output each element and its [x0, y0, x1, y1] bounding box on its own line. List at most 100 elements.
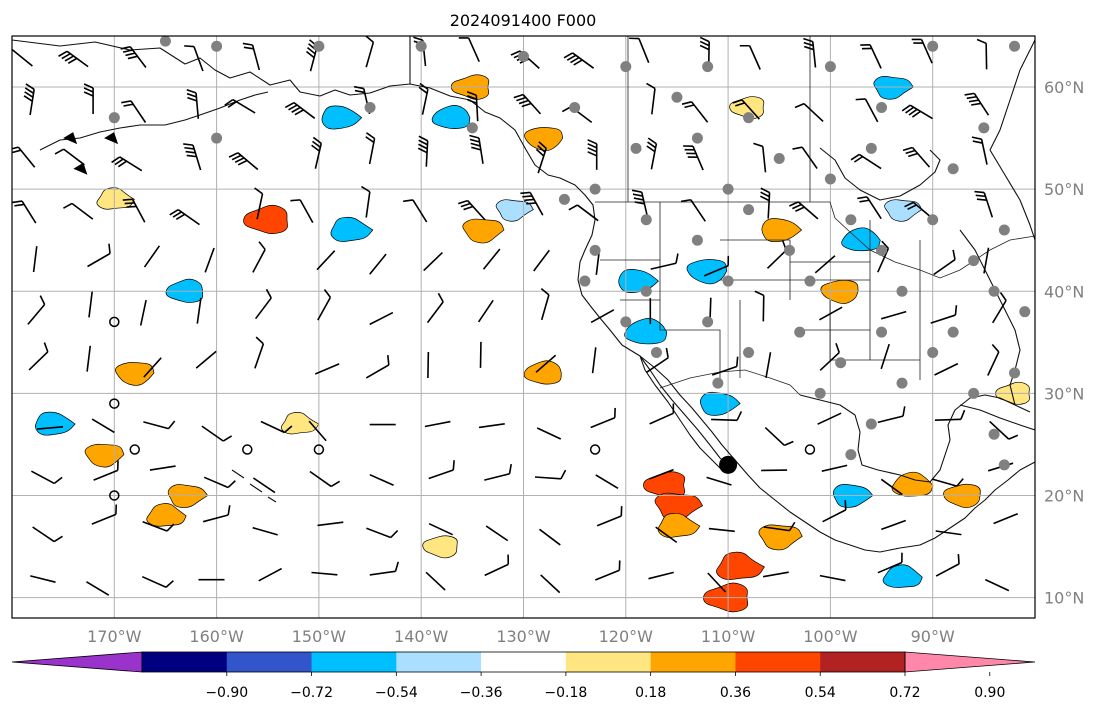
wind-barb — [655, 526, 678, 544]
wind-barb — [31, 470, 63, 485]
calm-circle — [313, 444, 325, 455]
wind-barb — [469, 134, 484, 164]
highlight-station-marker — [719, 455, 738, 474]
wind-barb — [860, 44, 882, 69]
colorbar-segment — [142, 652, 228, 672]
calm-circle — [129, 444, 141, 455]
station-dot — [518, 50, 529, 62]
wind-barb — [58, 50, 89, 68]
contour-patch — [495, 199, 534, 222]
station-dot — [896, 285, 908, 297]
station-dot — [743, 347, 755, 359]
colorbar-segment — [311, 652, 397, 672]
station-dot — [968, 387, 980, 399]
colorbar-tick-label: 0.18 — [635, 685, 666, 701]
lon-tick-label: 140°W — [394, 627, 449, 646]
wind-barb — [534, 469, 567, 480]
wind-barb — [252, 241, 266, 273]
wind-barb — [141, 575, 174, 589]
wind-barb — [931, 478, 964, 487]
wind-barb — [417, 135, 429, 167]
wind-barb — [369, 473, 394, 487]
coastlines — [12, 36, 1035, 553]
wind-barb — [935, 530, 962, 536]
wind-barb — [183, 143, 202, 171]
wind-barb — [803, 37, 817, 68]
wind-barb — [365, 355, 390, 379]
colorbar-tick-label: −0.90 — [205, 685, 248, 701]
wind-barb — [587, 139, 598, 170]
wind-barb — [143, 357, 162, 378]
wind-barb — [309, 470, 341, 488]
wind-barb — [83, 83, 94, 114]
station-dot — [211, 40, 223, 52]
station-dot — [620, 61, 632, 73]
contour-patch — [524, 127, 564, 151]
political-borders — [595, 36, 1035, 396]
wind-barb — [974, 190, 994, 218]
station-dot — [998, 459, 1010, 471]
wind-barb — [877, 406, 906, 424]
station-dot — [876, 326, 888, 338]
contour-core — [728, 560, 748, 574]
wind-barb — [361, 185, 371, 218]
wind-barb — [88, 291, 93, 318]
wind-pennant — [63, 132, 78, 145]
calm-circle — [109, 398, 120, 409]
wind-barb — [203, 476, 236, 489]
contour-patch — [462, 218, 505, 244]
station-dot — [579, 275, 591, 287]
station-dot — [988, 285, 1000, 297]
latitude-tick-labels: 60°N 50°N 40°N 30°N 20°N 10°N — [1044, 78, 1084, 608]
wind-barb — [258, 567, 283, 582]
contour-patch — [891, 471, 934, 497]
wind-barb — [646, 347, 669, 373]
wind-barb — [850, 153, 882, 170]
lat-tick-label: 10°N — [1044, 589, 1084, 608]
lon-tick-label: 130°W — [496, 627, 551, 646]
wind-barb — [311, 136, 323, 169]
wind-barb — [706, 476, 732, 486]
wind-barb — [631, 189, 649, 218]
wind-barb — [86, 581, 110, 596]
station-dot — [640, 285, 652, 297]
station-dot — [783, 244, 795, 256]
wind-barb — [629, 37, 650, 63]
wind-barb — [485, 525, 509, 542]
wind-barb — [646, 137, 658, 170]
wind-barb — [32, 246, 38, 273]
lat-tick-label: 60°N — [1044, 78, 1084, 97]
lat-tick-label: 30°N — [1044, 384, 1084, 403]
calm-circle — [109, 490, 120, 501]
wind-barb — [195, 350, 217, 369]
wind-barb — [707, 572, 727, 593]
wind-barb — [964, 92, 990, 116]
station-dot — [804, 275, 816, 287]
contour-patch — [431, 105, 471, 129]
station-dot — [927, 214, 939, 226]
map-frame — [11, 35, 1036, 619]
station-dot — [620, 316, 632, 328]
station-dot — [865, 418, 877, 430]
wind-barb — [520, 191, 544, 216]
wind-barb — [762, 571, 789, 578]
graticule — [12, 36, 1035, 618]
station-dot — [845, 214, 857, 226]
wind-barb — [595, 474, 619, 489]
station-dot — [998, 224, 1010, 236]
station-dot — [466, 122, 478, 134]
wind-barb — [711, 356, 739, 376]
wind-barb — [650, 253, 679, 270]
contour-patch — [686, 259, 728, 285]
wind-barb — [143, 245, 161, 268]
contour-patch — [758, 524, 803, 551]
wind-barb — [989, 420, 1019, 440]
wind-barb — [365, 36, 375, 68]
station-dot — [824, 61, 836, 73]
wind-barb — [122, 198, 146, 223]
contour-patch — [882, 564, 923, 588]
colorbar-segment — [481, 652, 567, 672]
contour-patch — [873, 75, 914, 100]
wind-barb — [418, 82, 429, 115]
